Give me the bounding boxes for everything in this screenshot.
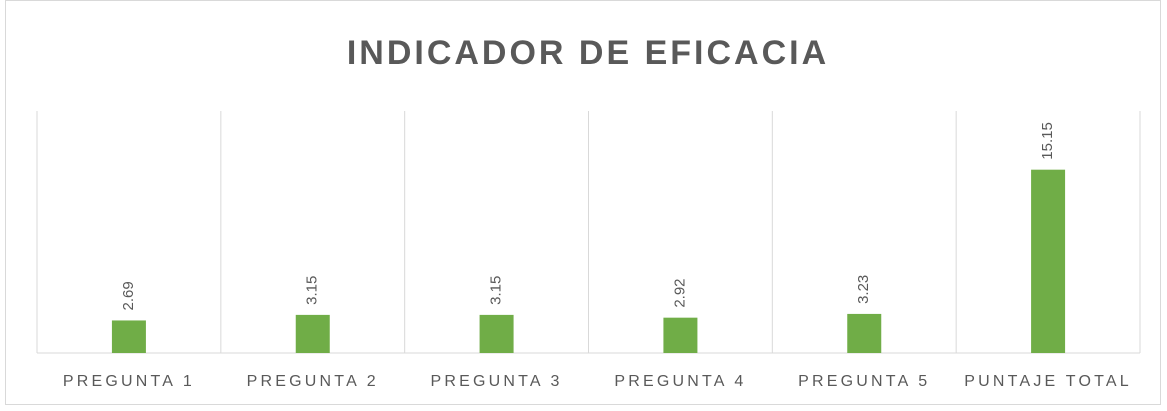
x-tick-label: PREGUNTA 3 bbox=[430, 373, 562, 390]
bar bbox=[1031, 169, 1066, 353]
bar bbox=[479, 314, 514, 353]
x-tick-label: PREGUNTA 5 bbox=[798, 373, 930, 390]
bar bbox=[111, 320, 146, 353]
x-tick-label: PREGUNTA 2 bbox=[247, 373, 379, 390]
data-label: 3.23 bbox=[855, 275, 872, 304]
x-tick-label: PREGUNTA 4 bbox=[614, 373, 746, 390]
x-tick-label: PREGUNTA 1 bbox=[63, 373, 195, 390]
data-label: 2.92 bbox=[671, 278, 688, 307]
chart-title: INDICADOR DE EFICACIA bbox=[347, 34, 829, 72]
data-label: 15.15 bbox=[1039, 122, 1056, 160]
data-label: 3.15 bbox=[488, 276, 505, 305]
x-tick-label: PUNTAJE TOTAL bbox=[964, 373, 1132, 390]
chart-frame bbox=[5, 0, 1161, 405]
data-label: 2.69 bbox=[120, 281, 137, 310]
bar bbox=[847, 313, 882, 353]
data-label: 3.15 bbox=[304, 276, 321, 305]
bar bbox=[663, 317, 698, 353]
bar bbox=[295, 314, 330, 353]
